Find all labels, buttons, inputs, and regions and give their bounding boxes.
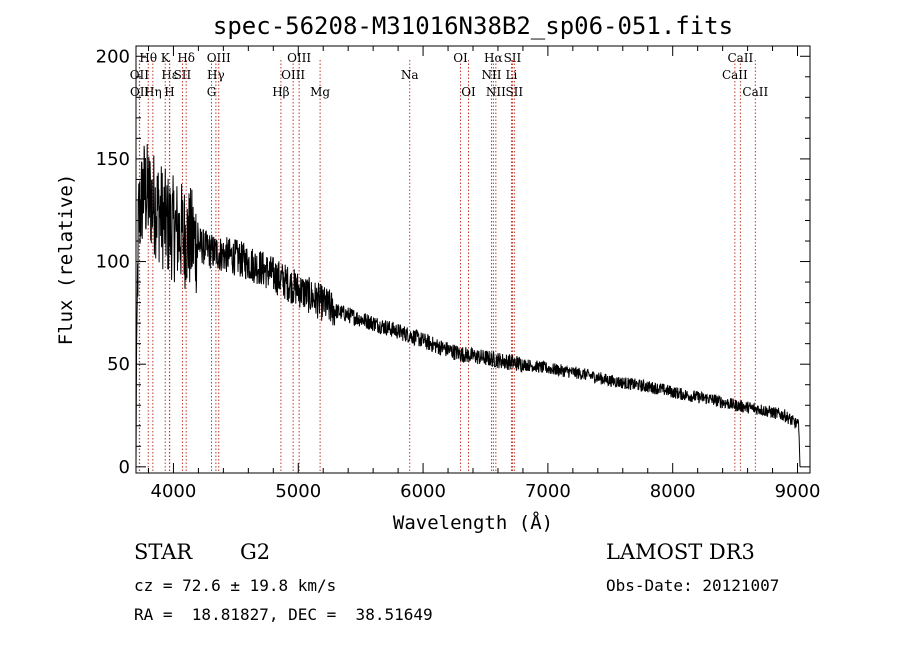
x-tick-label: 9000 xyxy=(775,481,821,502)
chart-title: spec-56208-M31016N38B2_sp06-051.fits xyxy=(213,12,733,40)
object-class: STAR xyxy=(134,540,193,564)
spectral-line-label: Na xyxy=(401,68,419,82)
y-tick-label: 100 xyxy=(96,252,130,273)
coordinates: RA = 18.81827, DEC = 38.51649 xyxy=(134,605,433,624)
spectral-line-label: CaII xyxy=(742,85,768,99)
spectral-line-label: Hγ xyxy=(207,68,225,82)
x-tick-label: 6000 xyxy=(400,481,446,502)
spectral-line-label: NII xyxy=(481,68,501,82)
y-tick-label: 200 xyxy=(96,46,130,67)
spectral-line-label: Hα xyxy=(484,51,503,65)
spectral-line-label: G xyxy=(207,85,217,99)
spectral-line-label: Hβ xyxy=(272,85,289,99)
plot-frame xyxy=(135,45,811,474)
spectrum-series xyxy=(135,143,801,467)
spectral-line-label: OI xyxy=(453,51,468,65)
y-tick-label: 150 xyxy=(96,149,130,170)
x-tick-label: 5000 xyxy=(275,481,321,502)
spectral-line-label: SII xyxy=(505,85,523,99)
redshift-velocity: cz = 72.6 ± 19.8 km/s xyxy=(134,576,337,595)
spectral-line-label: OII xyxy=(130,85,150,99)
spectral-line-label: OI xyxy=(461,85,476,99)
y-tick-label: 0 xyxy=(119,457,130,478)
spectral-line-label: SII xyxy=(504,51,522,65)
spectral-line-label: CaII xyxy=(727,51,753,65)
spectral-line-label: Li xyxy=(506,68,518,82)
x-tick-label: 7000 xyxy=(525,481,571,502)
spectral-line-label: Hδ xyxy=(177,51,195,65)
spectral-line-label: OIII xyxy=(287,51,311,65)
spectral-line-label: Mg xyxy=(310,85,330,99)
spectral-line-label: SII xyxy=(174,68,192,82)
spectral-line-label: H xyxy=(164,85,174,99)
survey-name: LAMOST DR3 xyxy=(606,540,755,564)
x-tick-label: 8000 xyxy=(650,481,696,502)
spectral-line-label: CaII xyxy=(722,68,748,82)
spectral-line-label: Hθ xyxy=(139,51,157,65)
x-tick-label: 4000 xyxy=(151,481,197,502)
spectral-line-label: K xyxy=(161,51,171,65)
spectral-line-label: OIII xyxy=(281,68,305,82)
spectral-line-label: Hη xyxy=(144,85,162,99)
spectral-line-label: NII xyxy=(486,85,506,99)
x-axis-label: Wavelength (Å) xyxy=(393,511,553,534)
spectral-line-label: OIII xyxy=(207,51,231,65)
y-axis-label: Flux (relative) xyxy=(55,174,77,346)
axis-ticks: 4000 5000 6000 7000 8000 9000 0 50 100 150 200 xyxy=(96,46,821,502)
object-subclass: G2 xyxy=(240,540,271,564)
observation-date: Obs-Date: 20121007 xyxy=(606,576,780,595)
y-tick-label: 50 xyxy=(107,354,130,375)
